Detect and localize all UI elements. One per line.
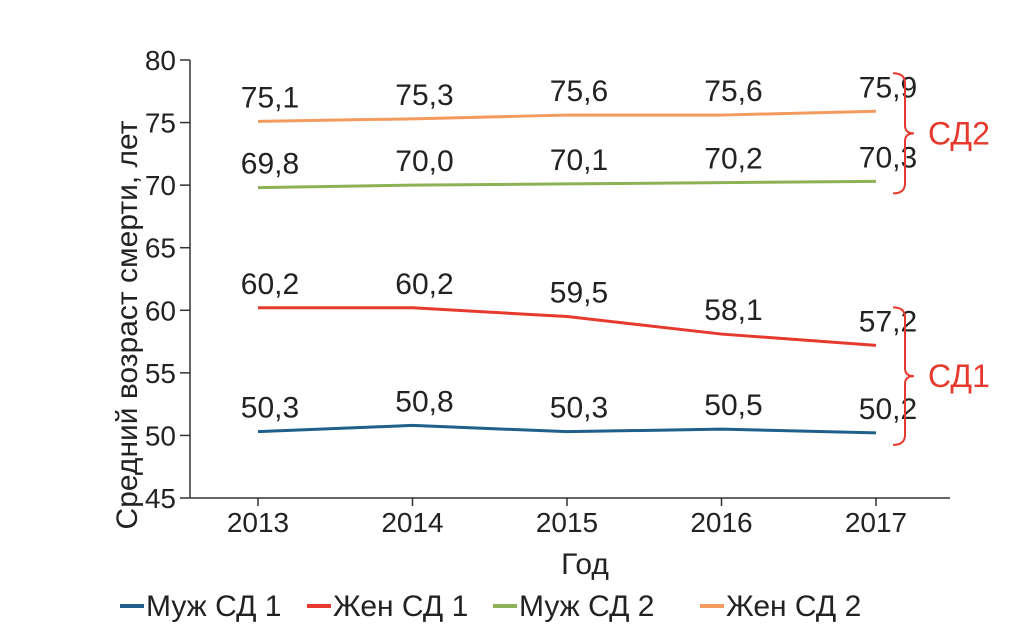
x-tick-label: 2017 [845,507,907,538]
data-label: 70,3 [859,141,917,174]
y-tick-label: 55 [145,358,176,389]
legend-label: Муж СД 2 [519,590,654,623]
data-label: 50,3 [550,392,608,425]
group-bracket-1 [892,306,915,446]
data-label: 50,2 [859,393,917,426]
group-bracket-2 [892,72,915,195]
data-label: 59,5 [550,277,608,310]
y-tick-label: 70 [145,170,176,201]
data-label: 70,0 [395,145,453,178]
y-ticks: 45 50 55 60 65 70 75 80 [145,45,190,514]
x-ticks: 2013 2014 2015 2016 2017 [227,498,907,538]
x-axis-title: Год [561,548,609,581]
legend-label: Жен СД 2 [726,590,861,623]
y-tick-label: 75 [145,108,176,139]
group-label: СД2 [928,115,990,151]
legend: Муж СД 1 Жен СД 1 Муж СД 2 Жен СД 2 [120,590,861,623]
data-label: 70,2 [704,143,762,176]
data-label: 75,6 [550,75,608,108]
axes: 45 50 55 60 65 70 75 80 2013 2014 2015 2016 2017 [145,45,950,538]
group-brackets: СД1 СД2 [892,72,990,446]
data-label: 57,2 [859,305,917,338]
series-line-1 [257,423,877,435]
series-line-2 [258,306,877,347]
series-line-3 [257,179,877,190]
data-label: 50,8 [395,385,453,418]
y-tick-label: 60 [145,295,176,326]
group-label: СД1 [928,358,990,394]
data-label: 50,5 [704,389,762,422]
y-tick-label: 65 [145,233,176,264]
data-label: 75,9 [859,71,917,104]
data-label: 69,8 [241,148,299,181]
y-tick-label: 45 [145,483,176,514]
data-label: 50,3 [241,392,299,425]
data-labels-layer: 50,3 50,8 50,3 50,5 50,2 60,2 60,2 59,5 58,1 57,2… [241,71,917,426]
data-label: 75,6 [704,75,762,108]
legend-label: Жен СД 1 [333,590,468,623]
data-label: 60,2 [395,268,453,301]
data-label: 58,1 [704,294,762,327]
x-tick-label: 2015 [536,507,598,538]
y-tick-label: 50 [145,420,176,451]
legend-label: Муж СД 1 [146,590,281,623]
data-label: 60,2 [241,268,299,301]
y-tick-label: 80 [145,45,176,76]
x-tick-label: 2014 [381,507,443,538]
series-line-4 [257,109,877,123]
data-label: 75,1 [241,81,299,114]
data-label: 70,1 [550,144,608,177]
x-tick-label: 2013 [227,507,289,538]
data-label: 75,3 [395,79,453,112]
series-layer [257,109,877,435]
y-axis-title: Средний возраст смерти, лет [111,120,144,529]
x-tick-label: 2016 [690,507,752,538]
